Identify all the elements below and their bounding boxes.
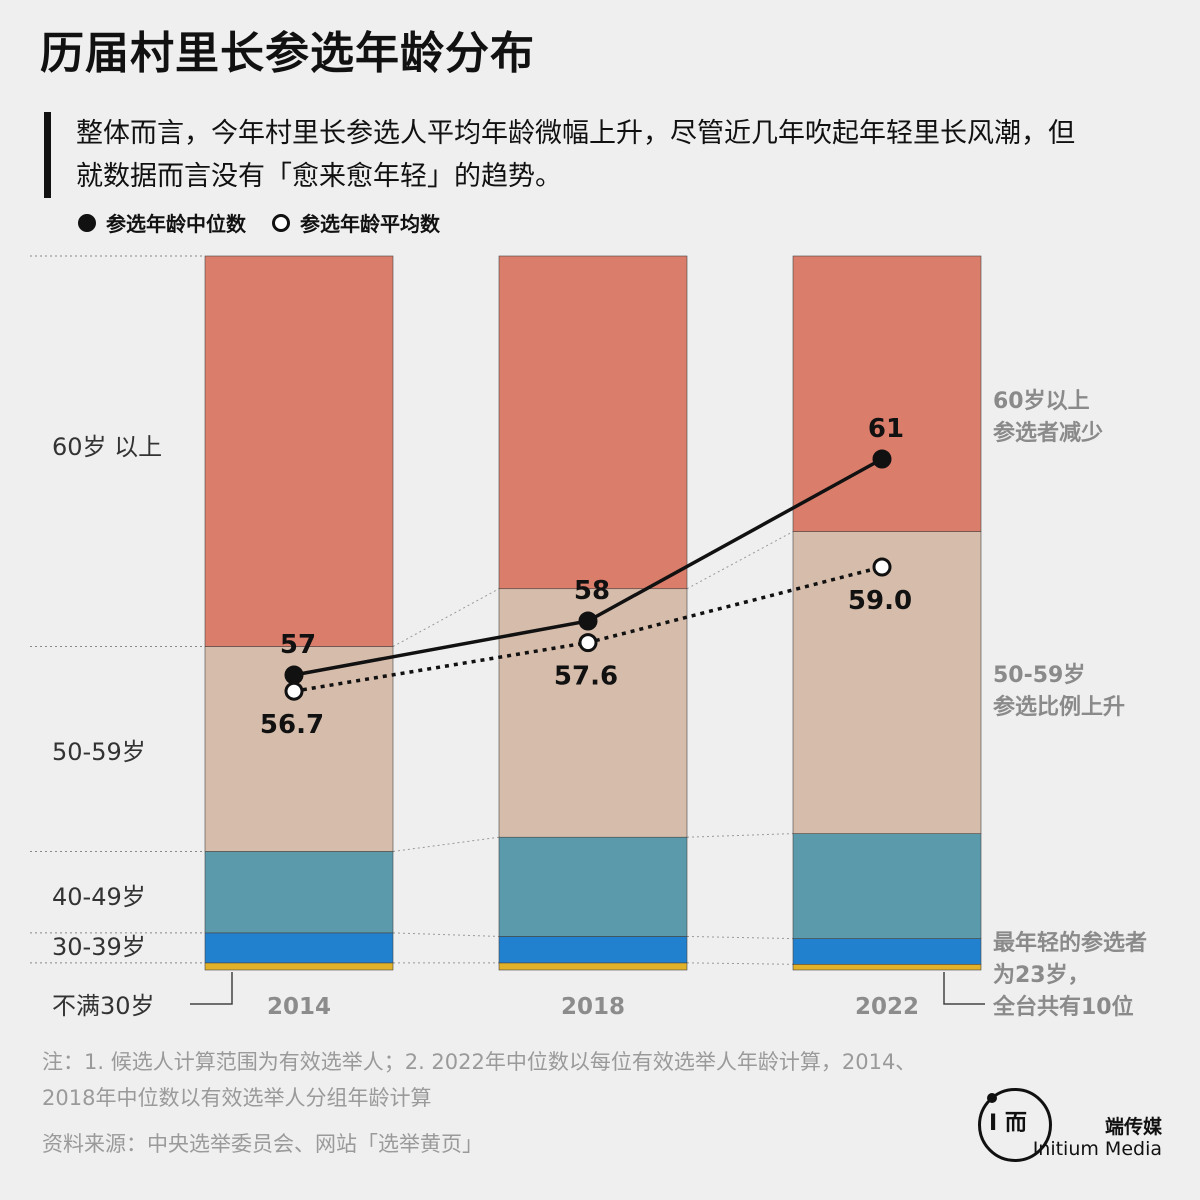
mean-point [578, 633, 598, 653]
annotation-text: 为23岁， [993, 962, 1090, 988]
bar-segment-under30 [204, 962, 394, 971]
under30-bracket-right [943, 972, 985, 1005]
left-category-label: 60岁 以上 [52, 433, 162, 461]
brand-name-en: Initium Media [1032, 1138, 1162, 1160]
median-point [872, 449, 892, 469]
bar-segment-under30 [498, 962, 688, 971]
mean-data-label: 56.7 [260, 710, 324, 740]
bar-connector-line [686, 935, 794, 940]
left-category-label: 50-59岁 [52, 738, 146, 766]
mean-data-label: 59.0 [848, 586, 912, 616]
legend-label-median: 参选年龄中位数 [106, 212, 246, 236]
legend-label-mean: 参选年龄平均数 [300, 212, 440, 236]
bar-segment-age40_49 [204, 851, 394, 934]
legend: 参选年龄中位数 参选年龄平均数 [78, 208, 466, 237]
x-tick-label: 2018 [561, 994, 625, 1020]
under30-bracket-left [190, 972, 233, 1005]
annotation-text: 最年轻的参选者 [993, 930, 1147, 956]
logo-dot [987, 1093, 997, 1103]
chart-subtitle: 整体而言，今年村里长参选人平均年龄微幅上升，尽管近几年吹起年轻里长风潮，但就数据… [76, 118, 1075, 192]
x-tick-label: 2022 [855, 994, 919, 1020]
bar-connector-line [392, 932, 500, 937]
mean-data-label: 57.6 [554, 662, 618, 692]
bar-segment-age40_49 [498, 836, 688, 937]
legend-item-median: 参选年龄中位数 [78, 208, 246, 237]
bar-segment-age30_39 [204, 932, 394, 964]
brand-name-cn: 端传媒 [1104, 1116, 1162, 1138]
median-data-label: 61 [868, 414, 904, 444]
bar-connector-line [392, 588, 500, 647]
annotation-text: 60岁以上 [993, 388, 1090, 414]
stacked-bar-chart: 2014 2018 2022 不满30岁 30-39岁 40-49岁 50-59岁 60岁 以… [30, 255, 1147, 1020]
median-point [578, 611, 598, 631]
annotation-text: 全台共有10位 [992, 994, 1134, 1020]
mean-point [872, 557, 892, 577]
bar-segment-age30_39 [792, 938, 982, 965]
left-category-label: 40-49岁 [52, 883, 146, 911]
footnote: 注：1. 候选人计算范围为有效选举人；2. 2022年中位数以每位有效选举人年龄… [42, 1050, 917, 1110]
subtitle-accent-bar [44, 112, 51, 198]
annotation-text: 参选者减少 [993, 420, 1103, 446]
bar-segment-over60 [204, 255, 394, 647]
bar-segment-over60 [498, 255, 688, 590]
logo-mark: I 而 [989, 1111, 1027, 1136]
annotation-text: 50-59岁 [993, 662, 1085, 688]
bar-segment-age30_39 [498, 936, 688, 964]
bar-segment-age40_49 [792, 833, 982, 939]
chart-title: 历届村里长参选年龄分布 [40, 28, 535, 79]
bar-segment-over60 [792, 255, 982, 532]
legend-item-mean: 参选年龄平均数 [272, 208, 440, 237]
bar-connector-line [392, 836, 500, 852]
left-category-label: 不满30岁 [52, 992, 155, 1020]
bar-segment-age50_59 [792, 531, 982, 834]
median-point [284, 665, 304, 685]
brand-logo: I 而 [978, 1088, 1052, 1162]
bar-connector-line [686, 833, 794, 838]
median-data-label: 57 [280, 630, 316, 660]
median-data-label: 58 [574, 576, 610, 606]
left-category-label: 30-39岁 [52, 933, 146, 961]
hollow-circle-icon [272, 213, 290, 232]
x-tick-label: 2014 [267, 994, 331, 1020]
annotation-text: 参选比例上升 [993, 694, 1125, 720]
bar-connector-line [686, 962, 794, 965]
bar-segment-under30 [792, 963, 982, 971]
mean-point [284, 681, 304, 701]
bar-connector-line [686, 531, 794, 590]
filled-circle-icon [78, 213, 96, 232]
source-note: 资料来源：中央选举委员会、网站「选举黄页」 [42, 1132, 483, 1156]
